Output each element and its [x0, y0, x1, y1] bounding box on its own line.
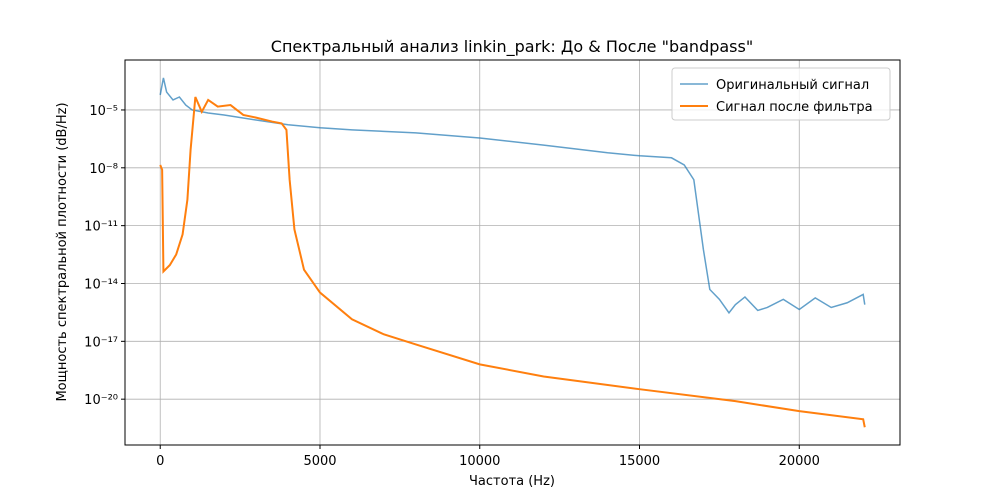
y-tick-label: 10⁻¹⁴: [84, 277, 118, 292]
legend-label: Сигнал после фильтра: [716, 100, 873, 115]
plot-frame: [124, 59, 901, 446]
series-line: [159, 96, 866, 428]
y-tick-label: 10⁻²⁰: [84, 393, 118, 408]
series-line: [159, 77, 866, 315]
x-axis-label: Частота (Hz): [469, 474, 555, 489]
x-tick-label: 0: [156, 454, 164, 469]
x-tick-label: 5000: [303, 454, 336, 469]
chart-title: Спектральный анализ linkin_park: До & По…: [271, 37, 753, 57]
y-axis-label: Мощность спектральной плотности (dB/Hz): [55, 102, 70, 401]
y-tick-label: 10⁻⁵: [89, 104, 118, 119]
x-tick-label: 20000: [779, 454, 820, 469]
y-tick-label: 10⁻⁸: [89, 162, 118, 177]
y-tick-label: 10⁻¹⁷: [84, 335, 118, 350]
legend-box: [671, 67, 891, 121]
y-tick-label: 10⁻¹¹: [84, 220, 118, 235]
x-tick-label: 15000: [619, 454, 660, 469]
x-tick-label: 10000: [459, 454, 500, 469]
legend-label: Оригинальный сигнал: [716, 78, 869, 93]
